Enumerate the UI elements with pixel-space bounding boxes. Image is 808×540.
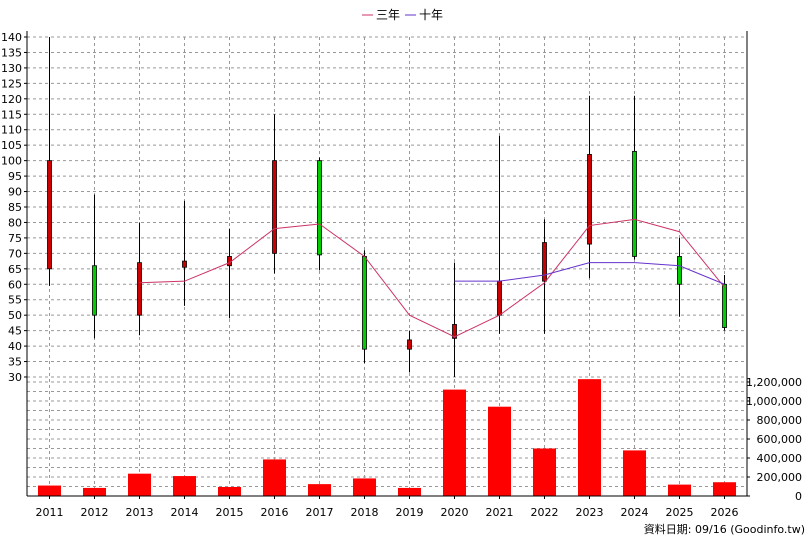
- candle-body-2021: [497, 280, 502, 316]
- price-tick-label: 105: [1, 139, 22, 152]
- year-tick-label: 2020: [441, 506, 469, 519]
- source-text: 資料日期: 09/16 (Goodinfo.tw): [644, 522, 805, 536]
- candle-body-2022: [542, 242, 547, 282]
- price-tick-label: 125: [1, 77, 22, 90]
- year-tick-label: 2026: [711, 506, 739, 519]
- price-tick-label: 90: [8, 186, 22, 199]
- year-tick-label: 2019: [396, 506, 424, 519]
- year-tick-label: 2024: [621, 506, 649, 519]
- volume-tick-label: 600,000: [757, 433, 803, 446]
- legend-label-十年: 十年: [419, 8, 443, 22]
- price-tick-label: 135: [1, 46, 22, 59]
- price-tick-label: 100: [1, 155, 22, 168]
- candle-body-2012: [92, 265, 97, 316]
- volume-bar-2018: [353, 478, 376, 496]
- candle-body-2023: [587, 154, 592, 245]
- volume-bar-2014: [173, 476, 196, 496]
- price-tick-label: 95: [8, 170, 22, 183]
- candle-body-2020: [452, 324, 457, 339]
- price-tick-label: 130: [1, 62, 22, 75]
- year-tick-label: 2012: [81, 506, 109, 519]
- price-tick-label: 140: [1, 31, 22, 44]
- volume-tick-label: 400,000: [757, 452, 803, 465]
- volume-bar-2016: [263, 459, 286, 496]
- legend: 三年 十年: [362, 8, 443, 22]
- volume-bar-2015: [218, 486, 241, 496]
- volume-bar-2025: [668, 484, 691, 496]
- candle-body-2024: [632, 150, 637, 257]
- year-tick-label: 2013: [126, 506, 154, 519]
- volume-bar-2021: [488, 406, 511, 496]
- candle-body-2016: [272, 160, 277, 254]
- volume-bar-2017: [308, 484, 331, 496]
- candles: [47, 150, 727, 350]
- price-tick-label: 55: [8, 294, 22, 307]
- price-tick-label: 45: [8, 325, 22, 338]
- candle-body-2014: [182, 260, 187, 268]
- price-tick-label: 60: [8, 278, 22, 291]
- year-tick-label: 2021: [486, 506, 514, 519]
- candle-body-2019: [407, 339, 412, 350]
- volume-bar-2013: [128, 473, 151, 496]
- candle-body-2026: [722, 283, 727, 328]
- price-tick-label: 65: [8, 263, 22, 276]
- year-tick-label: 2017: [306, 506, 334, 519]
- volume-tick-label: 200,000: [757, 471, 803, 484]
- volume-tick-label: 0: [795, 490, 802, 503]
- price-tick-label: 35: [8, 356, 22, 369]
- series-line-十年: [454, 262, 725, 285]
- series-line-三年: [139, 218, 725, 338]
- year-tick-label: 2023: [576, 506, 604, 519]
- price-tick-label: 110: [1, 124, 22, 137]
- year-axis-ticks: 2011 2012 2013 2014 2015 2016 2017 2018 2019 2020…: [36, 496, 739, 519]
- volume-tick-label: 800,000: [757, 414, 803, 427]
- axes: [26, 31, 748, 497]
- volume-bar-2024: [623, 450, 646, 496]
- price-tick-label: 85: [8, 201, 22, 214]
- volume-bar-2020: [443, 389, 466, 496]
- volume-tick-label: 1,000,000: [746, 395, 802, 408]
- price-tick-label: 70: [8, 247, 22, 260]
- candle-body-2018: [362, 256, 367, 350]
- volume-bar-2019: [398, 487, 421, 496]
- volume-bar-2026: [713, 482, 736, 496]
- price-tick-label: 40: [8, 340, 22, 353]
- price-tick-label: 30: [8, 371, 22, 384]
- year-tick-label: 2016: [261, 506, 289, 519]
- legend-label-三年: 三年: [376, 8, 400, 22]
- grid-lines: [27, 36, 747, 497]
- candle-body-2017: [317, 160, 322, 256]
- volume-bar-2011: [38, 485, 61, 496]
- moving-average-lines: [139, 218, 725, 338]
- candle-body-2011: [47, 160, 52, 270]
- volume-axis-ticks: 0 200,000 400,000 600,000 800,000 1,000,000 1,…: [746, 376, 802, 503]
- volume-bar-2012: [83, 487, 106, 496]
- price-tick-label: 50: [8, 309, 22, 322]
- price-tick-label: 80: [8, 216, 22, 229]
- volume-tick-label: 1,200,000: [746, 376, 802, 389]
- year-tick-label: 2014: [171, 506, 199, 519]
- volume-bar-2022: [533, 448, 556, 496]
- price-tick-label: 115: [1, 108, 22, 121]
- price-tick-label: 75: [8, 232, 22, 245]
- volume-bar-2023: [578, 379, 601, 496]
- year-tick-label: 2011: [36, 506, 64, 519]
- price-tick-label: 120: [1, 93, 22, 106]
- price-axis-ticks: 30 35 40 45 50 55 60 65 70 75 80 85 90 95 100 105 110 115…: [1, 31, 27, 384]
- candle-body-2013: [137, 262, 142, 316]
- year-tick-label: 2018: [351, 506, 379, 519]
- year-tick-label: 2015: [216, 506, 244, 519]
- year-tick-label: 2025: [666, 506, 694, 519]
- volume-bars: [38, 379, 736, 496]
- candle-body-2025: [677, 256, 682, 285]
- year-tick-label: 2022: [531, 506, 559, 519]
